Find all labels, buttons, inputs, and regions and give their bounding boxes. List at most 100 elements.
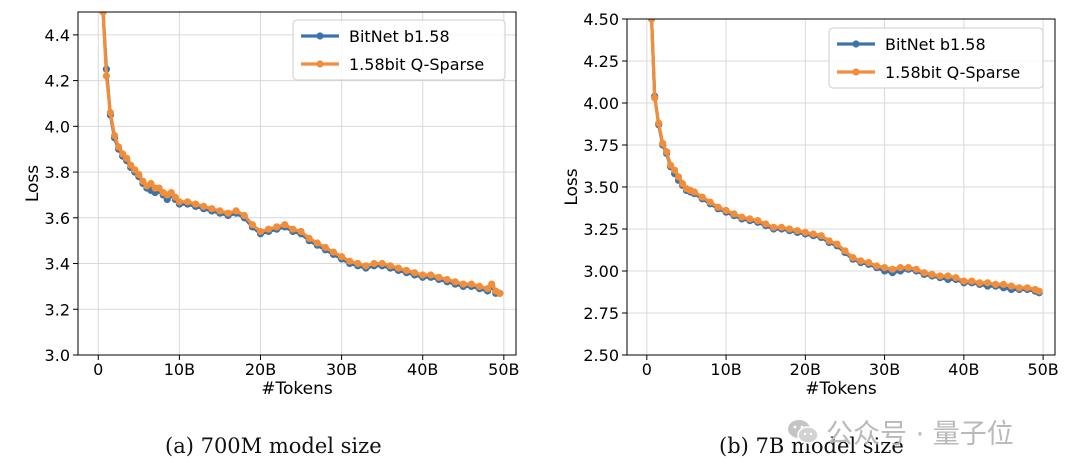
data-point bbox=[362, 262, 370, 270]
data-point bbox=[402, 266, 411, 274]
y-tick-label: 2.50 bbox=[583, 346, 619, 365]
data-point bbox=[976, 279, 984, 287]
data-point bbox=[386, 262, 394, 270]
x-tick-label: 40B bbox=[948, 360, 979, 379]
data-point bbox=[419, 271, 427, 279]
y-tick-label: 3.0 bbox=[45, 346, 70, 365]
data-point bbox=[968, 277, 976, 285]
data-point bbox=[659, 139, 667, 147]
data-point bbox=[999, 280, 1008, 288]
data-point bbox=[738, 213, 746, 221]
data-point bbox=[920, 269, 928, 277]
data-point bbox=[459, 280, 467, 288]
y-axis-label: Loss bbox=[562, 168, 582, 205]
data-point bbox=[849, 254, 857, 262]
data-point bbox=[265, 225, 273, 233]
x-tick-label: 30B bbox=[869, 360, 900, 379]
data-point bbox=[305, 234, 313, 242]
data-point bbox=[690, 188, 699, 196]
data-point bbox=[770, 223, 778, 231]
data-point bbox=[778, 223, 786, 231]
series-qsparse bbox=[99, 12, 504, 297]
legend-label: 1.58bit Q-Sparse bbox=[349, 55, 484, 74]
y-tick-label: 3.2 bbox=[45, 300, 70, 319]
data-point bbox=[297, 227, 305, 236]
data-point bbox=[655, 119, 663, 127]
data-point bbox=[825, 237, 833, 245]
data-point bbox=[281, 221, 289, 229]
data-point bbox=[183, 198, 192, 206]
data-point bbox=[722, 206, 730, 215]
watermark-text: 公众号 · 量子位 bbox=[826, 419, 1014, 450]
x-tick-label: 10B bbox=[710, 360, 741, 379]
data-point bbox=[175, 198, 183, 206]
data-point bbox=[698, 193, 706, 201]
data-point bbox=[411, 269, 419, 277]
legend-label: BitNet b1.58 bbox=[885, 35, 986, 54]
data-point bbox=[984, 279, 992, 287]
data-point bbox=[801, 228, 809, 236]
data-point bbox=[706, 198, 714, 206]
data-point bbox=[443, 275, 451, 284]
data-point bbox=[451, 278, 459, 286]
data-point bbox=[273, 223, 281, 231]
data-point bbox=[394, 264, 402, 272]
x-tick-label: 40B bbox=[407, 360, 438, 379]
x-tick-label: 50B bbox=[1027, 360, 1058, 379]
data-point bbox=[115, 143, 123, 151]
x-tick-label: 30B bbox=[326, 360, 357, 379]
data-point bbox=[730, 210, 738, 218]
data-point bbox=[1035, 287, 1043, 295]
y-tick-label: 4.4 bbox=[45, 26, 70, 45]
data-point bbox=[475, 282, 484, 290]
data-point bbox=[232, 207, 240, 215]
chart-left: 0 10B 20B 30B 40B 50B 3.0 3.2 3.4 3.6 3.8 4.0 4.2 4.4… bbox=[23, 11, 520, 399]
x-tick-label: 0 bbox=[93, 360, 103, 379]
y-tick-label: 3.25 bbox=[583, 220, 619, 239]
data-point bbox=[1007, 282, 1016, 290]
wechat-icon bbox=[788, 419, 819, 444]
y-tick-label: 3.50 bbox=[583, 178, 619, 197]
data-point bbox=[663, 148, 671, 156]
y-tick-label: 3.75 bbox=[583, 136, 619, 155]
data-point bbox=[674, 173, 683, 181]
data-point bbox=[896, 264, 905, 272]
data-point bbox=[785, 225, 794, 233]
data-point bbox=[496, 289, 504, 297]
data-point bbox=[248, 221, 256, 229]
legend-marker bbox=[316, 32, 324, 40]
data-point bbox=[1023, 284, 1031, 292]
y-tick-label: 4.25 bbox=[583, 52, 619, 71]
data-point bbox=[952, 274, 960, 282]
data-point bbox=[147, 179, 155, 188]
data-point bbox=[200, 202, 208, 210]
data-point bbox=[106, 109, 114, 117]
legend: BitNet b1.58 1.58bit Q-Sparse bbox=[828, 27, 1044, 89]
data-point bbox=[208, 205, 216, 213]
data-point bbox=[216, 207, 224, 215]
legend-box bbox=[292, 19, 506, 81]
data-point bbox=[944, 272, 952, 280]
y-tick-label: 3.4 bbox=[45, 255, 70, 274]
data-point bbox=[321, 243, 329, 252]
y-tick-label: 4.0 bbox=[45, 117, 70, 136]
data-point bbox=[746, 215, 754, 223]
y-tick-label: 4.00 bbox=[583, 94, 619, 113]
data-point bbox=[809, 230, 817, 238]
data-point bbox=[127, 161, 135, 169]
data-point bbox=[370, 259, 378, 268]
data-point bbox=[912, 265, 920, 273]
legend-label: BitNet b1.58 bbox=[349, 27, 450, 46]
data-point bbox=[329, 248, 338, 256]
plot-frame bbox=[77, 11, 517, 356]
data-point bbox=[338, 253, 346, 261]
y-tick-label: 3.8 bbox=[45, 163, 70, 182]
data-point bbox=[678, 180, 687, 188]
y-axis-label: Loss bbox=[23, 165, 43, 202]
data-point bbox=[256, 227, 265, 236]
data-point bbox=[754, 217, 762, 225]
data-point bbox=[865, 259, 873, 267]
x-tick-label: 50B bbox=[488, 360, 519, 379]
data-point bbox=[960, 277, 968, 285]
legend-marker bbox=[852, 40, 860, 48]
